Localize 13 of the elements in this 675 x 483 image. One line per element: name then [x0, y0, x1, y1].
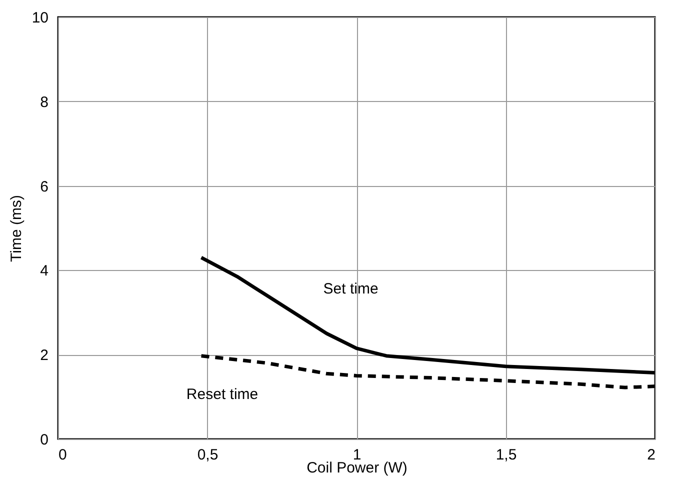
y-tick-label: 6: [40, 178, 48, 196]
y-axis-title: Time (ms): [8, 195, 25, 262]
y-tick-label: 8: [40, 94, 48, 111]
x-tick-label: 1,5: [496, 446, 517, 464]
series-label: Set time: [323, 280, 378, 298]
y-tick-label: 4: [40, 262, 48, 280]
y-tick-label: 2: [40, 347, 48, 364]
x-tick-label: 0,5: [197, 446, 218, 464]
x-tick-label: 0: [58, 446, 67, 464]
y-tick-label: 0: [40, 432, 48, 448]
x-tick-label: 2: [647, 446, 656, 464]
series-label: Reset time: [186, 386, 258, 403]
y-tick-label: 10: [32, 10, 48, 26]
